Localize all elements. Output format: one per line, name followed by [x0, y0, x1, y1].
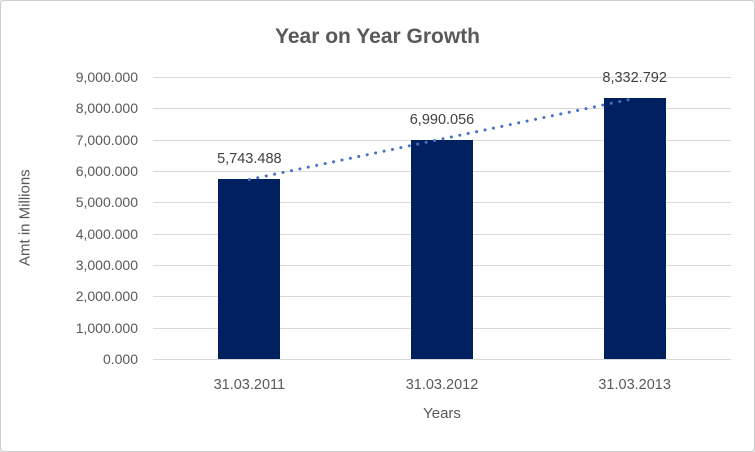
x-tick-label: 31.03.2013 [598, 377, 671, 393]
chart-title: Year on Year Growth [274, 25, 481, 48]
x-tick-label: 31.03.2011 [213, 377, 286, 393]
x-tick-label: 31.03.2012 [405, 377, 479, 393]
bar [218, 179, 281, 359]
y-tick-label: 1,000.000 [75, 319, 138, 336]
y-tick-label: 8,000.000 [75, 100, 138, 117]
bar-value-label: 5,743.488 [217, 151, 282, 168]
bar [603, 97, 666, 359]
y-tick-label: 3,000.000 [75, 257, 138, 273]
y-tick-label: 2,000.000 [75, 288, 138, 305]
y-tick-label: 7,000.000 [75, 131, 138, 148]
bar-value-label: 8,332.792 [602, 69, 667, 86]
y-tick-label: 6,000.000 [75, 163, 138, 179]
bar-value-label: 6,990.056 [409, 111, 475, 128]
x-axis-title: Years [423, 405, 461, 422]
y-tick-label: 5,000.000 [75, 194, 138, 211]
gridline [153, 77, 731, 78]
y-tick-label: 0.000 [102, 351, 138, 367]
y-axis-title: Amt in Millions [16, 169, 34, 267]
bar [411, 139, 473, 359]
y-tick-label: 9,000.000 [75, 69, 138, 85]
y-tick-label: 4,000.000 [75, 225, 138, 242]
gridline [153, 359, 731, 360]
